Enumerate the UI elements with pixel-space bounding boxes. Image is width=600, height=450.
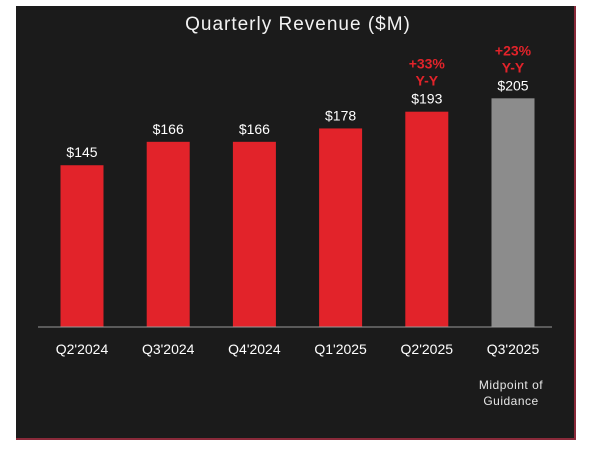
category-label: Q3'2025 <box>487 341 540 357</box>
category-label: Q2'2025 <box>401 341 454 357</box>
chart-title: Quarterly Revenue ($M) <box>185 14 411 35</box>
bar-2 <box>146 141 190 327</box>
bar-value-label: $178 <box>325 107 356 123</box>
yoy-growth-annotation: Y-Y <box>502 59 525 75</box>
yoy-growth-annotation: +33% <box>409 56 446 72</box>
yoy-growth-annotation: +23% <box>495 42 532 58</box>
bar-1 <box>60 165 104 327</box>
bar-6 <box>491 98 535 327</box>
bar-value-label: $166 <box>153 121 184 137</box>
yoy-growth-annotation: Y-Y <box>416 73 439 89</box>
bar-value-label: $193 <box>411 91 442 107</box>
category-label: Q4'2024 <box>228 341 281 357</box>
category-label: Q3'2024 <box>142 341 195 357</box>
bar-5 <box>405 111 449 327</box>
bars-group: $145 Q2'2024 $166 Q3'2024 $166 Q4'2024 $178 Q1'… <box>56 42 543 408</box>
bar-value-label: $166 <box>239 121 270 137</box>
guidance-footnote: Guidance <box>483 394 538 408</box>
bar-4 <box>319 128 363 327</box>
category-label: Q2'2024 <box>56 341 109 357</box>
bar-3 <box>232 141 276 327</box>
revenue-bar-chart: Quarterly Revenue ($M) $145 Q2'2024 $166 Q3… <box>38 14 552 408</box>
category-label: Q1'2025 <box>314 341 367 357</box>
bar-value-label: $205 <box>497 77 528 93</box>
chart-panel: Quarterly Revenue ($M) $145 Q2'2024 $166 Q3… <box>16 6 576 440</box>
bar-value-label: $145 <box>66 144 97 160</box>
guidance-footnote: Midpoint of <box>479 378 543 392</box>
